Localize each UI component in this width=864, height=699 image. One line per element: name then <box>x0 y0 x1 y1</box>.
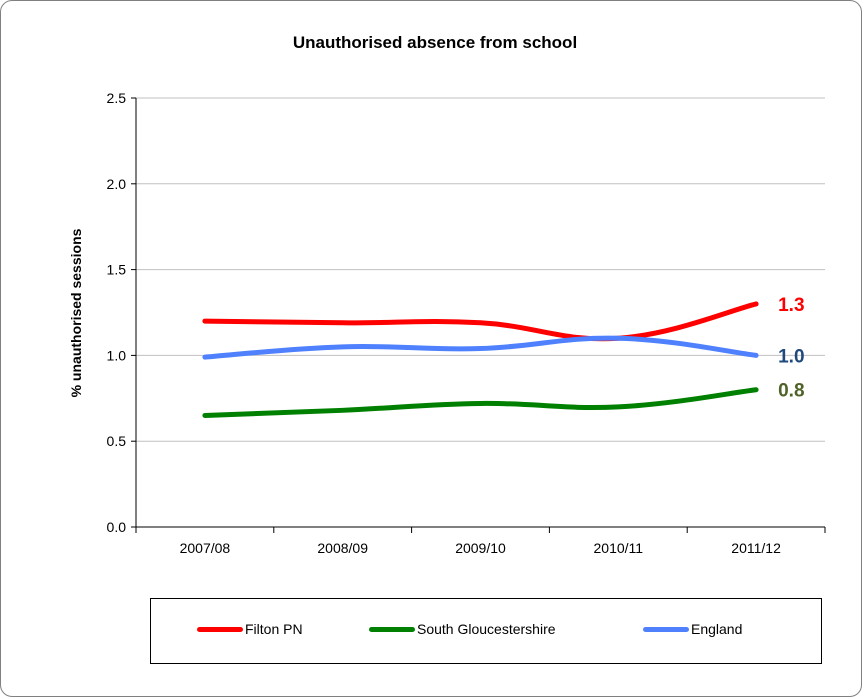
x-tick-label: 2009/10 <box>455 540 506 556</box>
legend-swatch-south-glos <box>369 626 415 632</box>
x-tick-label: 2007/08 <box>180 540 231 556</box>
legend-item-england: England <box>643 621 742 637</box>
y-tick-label: 0.0 <box>107 519 127 535</box>
x-tick-label: 2011/12 <box>731 540 781 556</box>
legend: Filton PN South Gloucestershire England <box>150 598 822 664</box>
legend-swatch-england <box>643 626 689 632</box>
y-tick-label: 0.5 <box>107 433 127 449</box>
data-labels: 1.3 0.8 1.0 <box>778 295 804 402</box>
series-lines <box>202 301 759 418</box>
grid-lines <box>136 97 825 442</box>
end-value-label-0: 1.3 <box>778 295 804 316</box>
y-tick-label: 1.0 <box>107 347 127 363</box>
legend-swatch-filton <box>197 626 243 632</box>
legend-item-filton: Filton PN <box>197 621 303 637</box>
legend-item-south-glos: South Gloucestershire <box>369 621 556 637</box>
x-tick-label: 2008/09 <box>317 540 368 556</box>
chart-title: Unauthorised absence from school <box>293 33 577 52</box>
y-tick-label: 1.5 <box>107 262 127 278</box>
axes: 0.0 0.5 1.0 1.5 2.0 2.5 2007/08 2008/09 2009/10 2… <box>107 90 826 556</box>
series-line-0 <box>202 301 759 342</box>
end-value-label-2: 1.0 <box>778 346 804 367</box>
series-line-2 <box>202 335 759 360</box>
legend-label-filton: Filton PN <box>245 621 303 637</box>
y-axis-label: % unauthorised sessions <box>68 228 84 397</box>
legend-label-south-glos: South Gloucestershire <box>417 621 556 637</box>
y-tick-label: 2.5 <box>107 90 127 106</box>
y-tick-label: 2.0 <box>107 176 127 192</box>
legend-label-england: England <box>691 621 743 637</box>
x-tick-label: 2010/11 <box>594 540 644 556</box>
end-value-label-1: 0.8 <box>778 381 804 402</box>
series-line-1 <box>202 387 759 418</box>
